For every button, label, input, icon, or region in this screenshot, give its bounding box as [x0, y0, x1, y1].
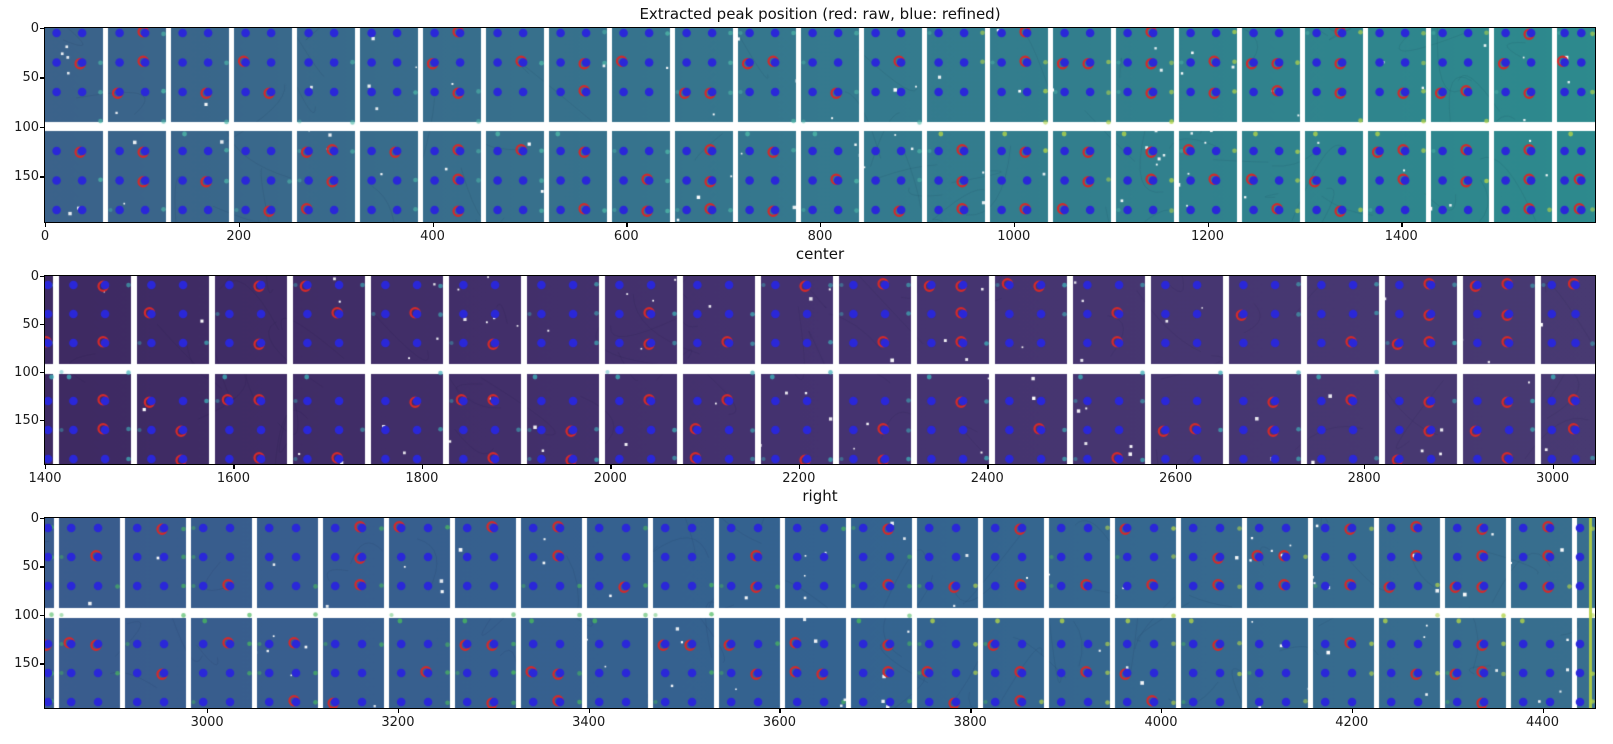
y-tick-label: 150 — [14, 169, 39, 185]
x-tick-mark — [1175, 465, 1177, 469]
x-tick-mark — [588, 709, 590, 713]
x-tick-mark — [207, 709, 209, 713]
x-tick-label: 1600 — [216, 471, 250, 486]
y-tick-label: 150 — [14, 656, 39, 672]
y-tick-mark — [40, 518, 44, 520]
x-tick-mark — [1401, 223, 1403, 227]
x-tick-mark — [421, 465, 424, 469]
y-tick-mark — [40, 663, 44, 665]
x-tick-mark — [970, 709, 972, 713]
x-tick-mark — [1161, 709, 1163, 713]
x-tick-label: 1200 — [1190, 229, 1225, 244]
plot-area-left — [44, 27, 1596, 223]
x-tick-mark — [1364, 465, 1366, 469]
y-tick-label: 150 — [14, 412, 39, 428]
x-tick-label: 0 — [40, 229, 50, 244]
x-tick-label: 3600 — [762, 715, 796, 730]
x-tick-label: 4000 — [1144, 715, 1178, 730]
x-tick-mark — [779, 709, 781, 713]
x-tick-mark — [45, 223, 47, 227]
y-tick-mark — [40, 276, 44, 278]
y-tick-label: 100 — [14, 607, 39, 623]
x-tick-mark — [798, 465, 801, 469]
y-tick-mark — [40, 614, 44, 617]
x-tick-label: 1800 — [405, 471, 439, 486]
y-tick-mark — [40, 77, 44, 79]
x-tick-label: 4400 — [1525, 715, 1560, 730]
y-tick-mark — [40, 28, 44, 30]
x-tick-label: 2800 — [1347, 471, 1381, 486]
x-tick-label: 3000 — [1536, 471, 1570, 486]
y-tick-mark — [40, 126, 44, 129]
x-tick-mark — [626, 223, 628, 227]
x-tick-mark — [1351, 709, 1354, 713]
x-tick-label: 3000 — [190, 715, 224, 730]
x-tick-label: 2600 — [1159, 471, 1193, 486]
y-tick-label: 0 — [30, 511, 39, 526]
x-tick-mark — [987, 465, 989, 469]
x-tick-label: 1000 — [997, 229, 1031, 244]
x-tick-label: 3200 — [381, 715, 415, 730]
subplot-title-left: Extracted peak position (red: raw, blue:… — [639, 5, 1001, 23]
y-tick-label: 0 — [30, 21, 39, 36]
x-tick-label: 400 — [420, 229, 445, 244]
x-tick-label: 2000 — [593, 471, 627, 486]
x-tick-mark — [1207, 223, 1209, 227]
y-tick-label: 100 — [14, 119, 39, 135]
x-tick-label: 3800 — [953, 715, 987, 730]
x-tick-mark — [238, 223, 241, 227]
x-tick-label: 3400 — [572, 715, 606, 730]
x-tick-label: 800 — [807, 229, 833, 244]
y-tick-label: 50 — [22, 559, 39, 575]
x-tick-mark — [1013, 223, 1016, 227]
detector-image-center — [45, 276, 1595, 464]
detector-image-right — [45, 518, 1595, 708]
y-tick-mark — [40, 371, 44, 374]
x-tick-label: 4200 — [1335, 715, 1369, 730]
y-tick-label: 0 — [30, 269, 39, 284]
x-tick-mark — [45, 465, 47, 469]
x-tick-label: 1400 — [28, 471, 62, 486]
x-tick-label: 200 — [226, 229, 252, 244]
y-tick-label: 50 — [22, 316, 39, 332]
x-tick-label: 2200 — [782, 471, 816, 486]
x-tick-label: 600 — [613, 229, 639, 244]
y-tick-mark — [40, 566, 44, 568]
x-tick-mark — [432, 223, 434, 227]
plot-area-right — [44, 517, 1596, 709]
x-tick-mark — [820, 223, 822, 227]
plot-area-center — [44, 275, 1596, 465]
y-tick-label: 50 — [22, 70, 39, 86]
x-tick-mark — [233, 465, 235, 469]
subplot-title-right: right — [802, 487, 838, 505]
x-tick-mark — [397, 709, 400, 713]
subplot-title-center: center — [795, 245, 845, 263]
x-tick-mark — [1552, 465, 1554, 469]
y-tick-label: 100 — [14, 364, 39, 380]
y-tick-mark — [40, 419, 44, 422]
detector-image-left — [45, 28, 1595, 222]
y-tick-mark — [40, 176, 44, 178]
y-tick-mark — [40, 323, 44, 326]
x-tick-label: 1400 — [1384, 229, 1418, 244]
x-tick-mark — [1542, 709, 1544, 713]
x-tick-label: 2400 — [970, 471, 1004, 486]
x-tick-mark — [610, 465, 612, 469]
